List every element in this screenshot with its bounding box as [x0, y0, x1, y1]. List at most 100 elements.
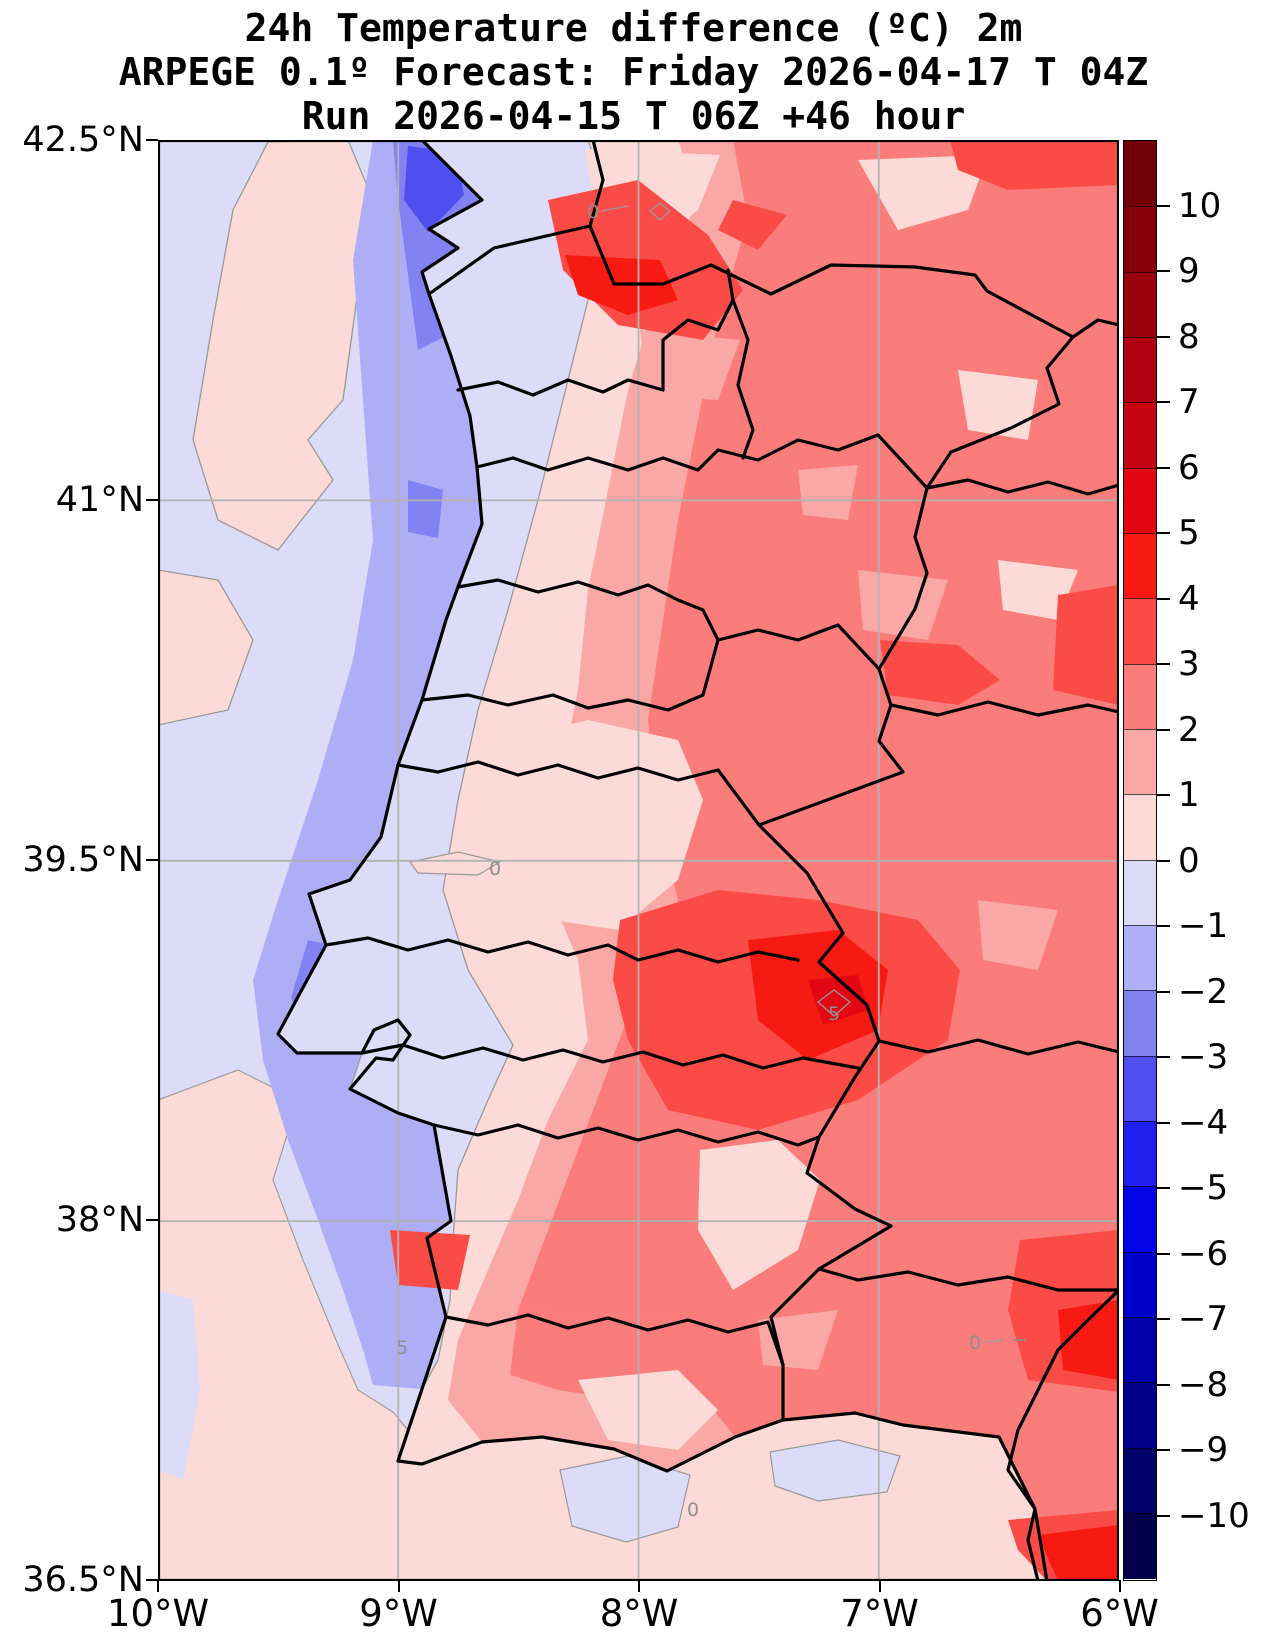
colorbar-tick-label-15: −5 — [1178, 1168, 1229, 1208]
contour-label-3: 0 — [969, 1332, 981, 1354]
colorbar-tick-mark-20 — [1157, 1514, 1170, 1517]
district-boundaries — [324, 140, 1119, 1581]
colorbar-segment-0 — [1124, 141, 1156, 207]
light-pocket-b — [858, 570, 948, 640]
colorbar-segment-10 — [1124, 794, 1156, 861]
light-pocket-e — [798, 465, 858, 520]
title-line-2: ARPEGE 0.1º Forecast: Friday 2026-04-17 … — [118, 50, 1149, 94]
colorbar-segment-12 — [1124, 925, 1156, 992]
map-canvas: 0 0 5 0 − 5 0 — [158, 140, 1119, 1581]
title-block: 24h Temperature difference (ºC) 2m ARPEG… — [0, 6, 1267, 138]
x-tick-label-3: 7°W — [840, 1592, 919, 1635]
contour-label-0: 0 — [587, 201, 599, 223]
y-tick-label-2: 39.5°N — [22, 840, 144, 880]
colorbar-segment-15 — [1124, 1121, 1156, 1188]
contour-label-2: 5 — [828, 1003, 840, 1025]
title-line-1: 24h Temperature difference (ºC) 2m — [244, 6, 1023, 50]
y-tick-mark-3 — [146, 1219, 158, 1221]
colorbar-tick-label-17: −7 — [1178, 1299, 1229, 1339]
pale-pocket-f — [958, 370, 1038, 440]
colorbar-tick-label-9: 1 — [1178, 775, 1200, 815]
colorbar-segment-7 — [1124, 598, 1156, 665]
colorbar-tick-label-1: 9 — [1178, 251, 1200, 291]
colorbar-tick-label-18: −8 — [1178, 1364, 1229, 1405]
colorbar-segment-13 — [1124, 990, 1156, 1057]
x-tick-mark-1 — [397, 1580, 400, 1592]
x-tick-mark-0 — [157, 1580, 159, 1592]
x-tick-label-2: 8°W — [599, 1592, 679, 1635]
title-line-3: Run 2026-04-15 T 06Z +46 hour — [301, 94, 966, 138]
colorbar — [1123, 140, 1157, 1581]
colorbar-tick-label-19: −9 — [1178, 1430, 1229, 1470]
colorbar-segment-20 — [1124, 1447, 1156, 1515]
y-tick-mark-0 — [146, 139, 158, 141]
colorbar-tick-label-10: 0 — [1178, 840, 1200, 881]
y-tick-label-1: 41°N — [55, 480, 144, 520]
colorbar-tick-mark-18 — [1157, 1383, 1170, 1386]
colorbar-segment-18 — [1124, 1317, 1156, 1384]
coastline — [276, 140, 1049, 1581]
colorbar-tick-mark-10 — [1157, 859, 1170, 862]
contour-label-6: 0 — [687, 1499, 699, 1521]
tejo-lens — [408, 851, 502, 876]
colorbar-tick-mark-19 — [1157, 1449, 1170, 1451]
gridlines — [158, 140, 1119, 1581]
colorbar-tick-label-2: 8 — [1178, 316, 1200, 357]
colorbar-tick-label-20: −10 — [1178, 1495, 1250, 1536]
deep-red-core — [808, 975, 868, 1025]
colorbar-tick-label-8: 2 — [1178, 709, 1200, 750]
colorbar-tick-mark-17 — [1157, 1318, 1170, 1320]
pale-pocket-b — [858, 155, 988, 230]
bright-red-se — [1058, 1300, 1119, 1380]
red-blob-ne-diamond — [718, 200, 787, 250]
colorbar-tick-mark-11 — [1157, 925, 1170, 927]
colorbar-tick-mark-0 — [1157, 204, 1170, 207]
ocean-band-neg1 — [253, 140, 482, 1389]
pale-pocket-d — [698, 1140, 820, 1290]
colorbar-tick-label-12: −2 — [1178, 971, 1229, 1012]
colorbar-tick-label-7: 3 — [1178, 644, 1200, 684]
ocean-pink-patch-w — [158, 569, 254, 726]
colorbar-segment-1 — [1124, 206, 1156, 273]
light-pocket-a — [640, 330, 740, 400]
x-tick-label-4: 6°W — [1080, 1592, 1159, 1635]
colorbar-tick-label-3: 7 — [1178, 382, 1200, 422]
colorbar-tick-mark-1 — [1157, 270, 1170, 272]
colorbar-segment-19 — [1124, 1382, 1156, 1449]
contour-mark-se — [983, 1339, 1005, 1343]
y-tick-mark-2 — [146, 859, 158, 861]
contour-labels: 0 0 5 0 − 5 0 — [396, 201, 1028, 1521]
x-tick-label-0: 10°W — [106, 1592, 210, 1635]
y-tick-label-0: 42.5°N — [22, 120, 144, 160]
colorbar-tick-mark-12 — [1157, 990, 1170, 993]
pale-pocket-e — [578, 1370, 718, 1450]
colorbar-tick-mark-15 — [1157, 1187, 1170, 1189]
colorbar-segment-11 — [1124, 859, 1156, 927]
ocean-lavender-blob-b — [769, 1439, 901, 1502]
colorbar-tick-mark-3 — [1157, 401, 1170, 403]
x-tick-mark-2 — [638, 1580, 640, 1592]
colorbar-tick-mark-6 — [1157, 597, 1170, 600]
colorbar-segment-8 — [1124, 663, 1156, 731]
x-tick-mark-4 — [1118, 1580, 1121, 1592]
colorbar-tick-label-13: −3 — [1178, 1037, 1229, 1077]
colorbar-segment-4 — [1124, 402, 1156, 469]
colorbar-tick-label-14: −4 — [1178, 1102, 1229, 1143]
colorbar-tick-mark-8 — [1157, 728, 1170, 731]
colorbar-segment-16 — [1124, 1186, 1156, 1253]
x-tick-label-1: 9°W — [359, 1592, 438, 1635]
contour-label-4: − — [1012, 1329, 1028, 1351]
red-blob-east-a — [880, 640, 1000, 705]
colorbar-segment-3 — [1124, 337, 1156, 404]
ocean-band-neg2-d — [408, 480, 443, 538]
colorbar-tick-mark-13 — [1157, 1056, 1170, 1058]
colorbar-tick-label-11: −1 — [1178, 906, 1229, 946]
colorbar-tick-label-6: 4 — [1178, 578, 1200, 619]
colorbar-segment-5 — [1124, 467, 1156, 534]
y-tick-mark-4 — [146, 1579, 158, 1581]
colorbar-tick-mark-14 — [1157, 1121, 1170, 1124]
y-tick-mark-1 — [146, 499, 158, 501]
colorbar-tick-mark-5 — [1157, 532, 1170, 534]
colorbar-tick-label-5: 5 — [1178, 513, 1200, 553]
